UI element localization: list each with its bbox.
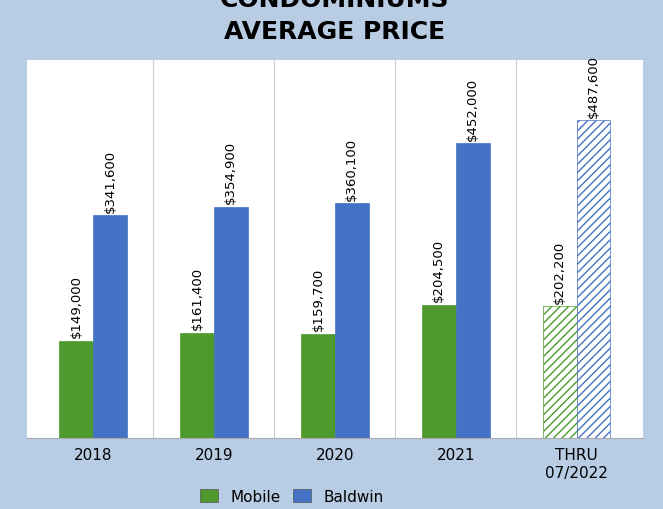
Bar	[422, 305, 455, 438]
Bar	[214, 207, 248, 438]
Text: $360,100: $360,100	[345, 137, 358, 201]
Text: $202,200: $202,200	[553, 240, 566, 303]
Bar	[335, 204, 369, 438]
Text: $159,700: $159,700	[312, 268, 324, 331]
Bar	[543, 306, 577, 438]
Title: CONDOMINIUMS
AVERAGE PRICE: CONDOMINIUMS AVERAGE PRICE	[220, 0, 450, 44]
Text: $149,000: $149,000	[70, 275, 83, 338]
Text: $161,400: $161,400	[190, 267, 204, 330]
Bar	[577, 121, 611, 438]
Text: $487,600: $487,600	[587, 55, 600, 118]
Legend: Mobile, Baldwin: Mobile, Baldwin	[194, 483, 390, 509]
Bar	[93, 216, 127, 438]
Bar	[455, 144, 489, 438]
Bar	[301, 334, 335, 438]
Bar	[180, 333, 214, 438]
Text: $452,000: $452,000	[466, 78, 479, 141]
Text: $204,500: $204,500	[432, 239, 446, 302]
Text: $354,900: $354,900	[224, 141, 237, 204]
Text: $341,600: $341,600	[103, 150, 117, 213]
Bar	[59, 341, 93, 438]
